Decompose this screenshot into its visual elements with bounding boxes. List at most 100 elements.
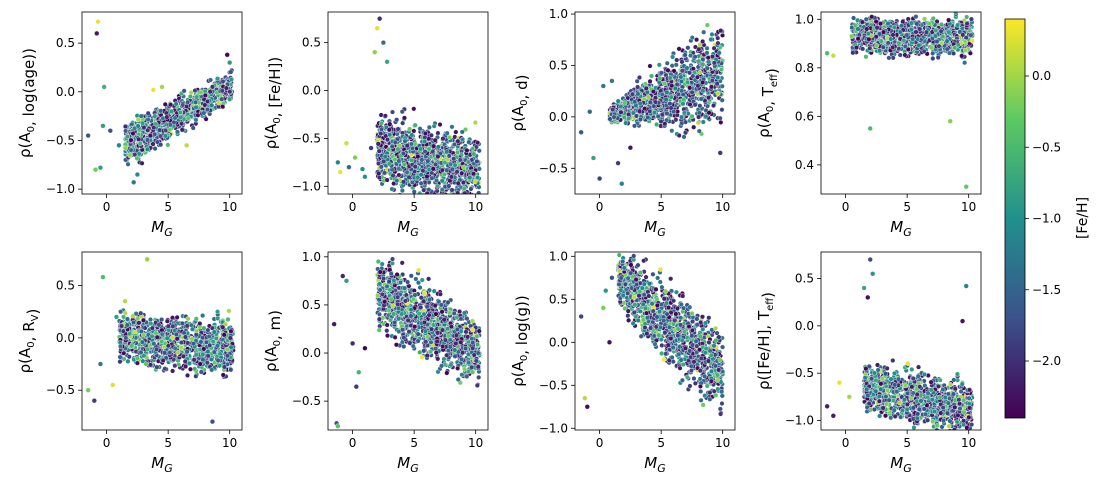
scatter-point (955, 22, 961, 28)
scatter-point (404, 143, 410, 149)
y-tick-label: 0.5 (56, 36, 75, 50)
scatter-point (886, 55, 892, 61)
scatter-point (409, 157, 415, 163)
scatter-point (692, 102, 698, 108)
scatter-point (193, 104, 199, 110)
scatter-point (718, 28, 724, 34)
scatter-point (132, 152, 138, 158)
scatter-point (719, 83, 725, 89)
x-tick-label: 0 (842, 200, 850, 214)
scatter-point (418, 180, 424, 186)
scatter-point (902, 52, 908, 58)
scatter-point (92, 167, 99, 173)
scatter-point (696, 46, 702, 52)
scatter-point (201, 110, 207, 116)
scatter-point (697, 103, 703, 109)
scatter-point (438, 204, 443, 209)
scatter-point (697, 69, 703, 75)
scatter-point (672, 85, 678, 91)
scatter-point (935, 55, 941, 61)
scatter-point (897, 29, 903, 35)
scatter-point (140, 120, 146, 126)
scatter-point (378, 126, 384, 132)
y-tick-label: 0.0 (302, 84, 321, 98)
scatter-point (863, 16, 869, 22)
scatter-point (400, 151, 406, 157)
scatter-point (663, 96, 669, 102)
scatter-point (400, 179, 406, 185)
scatter-point (376, 171, 382, 177)
scatter-point (158, 108, 164, 114)
scatter-point (865, 31, 871, 37)
scatter-point (673, 62, 679, 68)
scatter-point (396, 158, 402, 164)
scatter-point (627, 145, 633, 151)
scatter-point (681, 110, 687, 116)
scatter-point (654, 121, 660, 127)
scatter-point (662, 80, 668, 86)
scatter-point (434, 183, 440, 189)
scatter-point (874, 25, 880, 31)
scatter-point (646, 94, 652, 100)
scatter-point (465, 159, 471, 165)
scatter-point (430, 166, 436, 172)
scatter-point (963, 47, 969, 53)
scatter-point (85, 133, 91, 139)
scatter-point (444, 202, 449, 207)
scatter-point (674, 57, 680, 63)
scatter-point (590, 155, 597, 161)
scatter-point (637, 100, 643, 106)
scatter-point (674, 81, 680, 87)
scatter-point (195, 112, 201, 118)
y-tick-label: −0.5 (46, 133, 75, 147)
scatter-point (220, 79, 226, 85)
scatter-point (472, 179, 478, 185)
scatter-point (428, 132, 434, 138)
scatter-point (399, 188, 405, 194)
scatter-point (386, 161, 392, 167)
scatter-point (185, 372, 191, 378)
scatter-point (635, 84, 641, 90)
y-axis-label: ρ(A0, log(age)) (16, 48, 38, 158)
x-tick-label: 5 (164, 200, 172, 214)
scatter-point (600, 83, 606, 89)
scatter-point (116, 142, 122, 148)
scatter-point (695, 83, 701, 89)
scatter-point (401, 115, 407, 121)
scatter-point (642, 106, 648, 112)
scatter-point (708, 84, 714, 90)
scatter-point (207, 89, 213, 95)
scatter-point (459, 170, 465, 176)
scatter-point (368, 145, 374, 151)
scatter-point (916, 42, 922, 48)
scatter-point (442, 205, 447, 210)
scatter-point (401, 161, 407, 167)
scatter-point (130, 131, 136, 137)
scatter-point (696, 58, 702, 64)
scatter-point (938, 28, 944, 34)
scatter-point (635, 91, 641, 97)
scatter-point (471, 171, 477, 177)
scatter-point (700, 88, 706, 94)
scatter-point (692, 54, 698, 60)
scatter-point (412, 164, 418, 170)
scatter-point (384, 137, 390, 143)
scatter-point (362, 174, 368, 180)
scatter-point (219, 96, 225, 102)
y-tick-label: 0.4 (795, 158, 814, 172)
scatter-point (446, 134, 452, 140)
scatter-point (866, 36, 872, 42)
scatter-point (417, 190, 423, 194)
x-axis-label: MG (890, 218, 911, 239)
scatter-point (460, 179, 466, 185)
scatter-point (402, 138, 408, 144)
scatter-point (374, 25, 380, 31)
scatter-point (101, 84, 107, 90)
scatter-point (415, 154, 421, 160)
scatter-point (380, 40, 386, 46)
scatter-point (703, 114, 709, 120)
scatter-point (643, 85, 649, 91)
scatter-point (198, 90, 204, 96)
scatter-point (444, 149, 450, 155)
